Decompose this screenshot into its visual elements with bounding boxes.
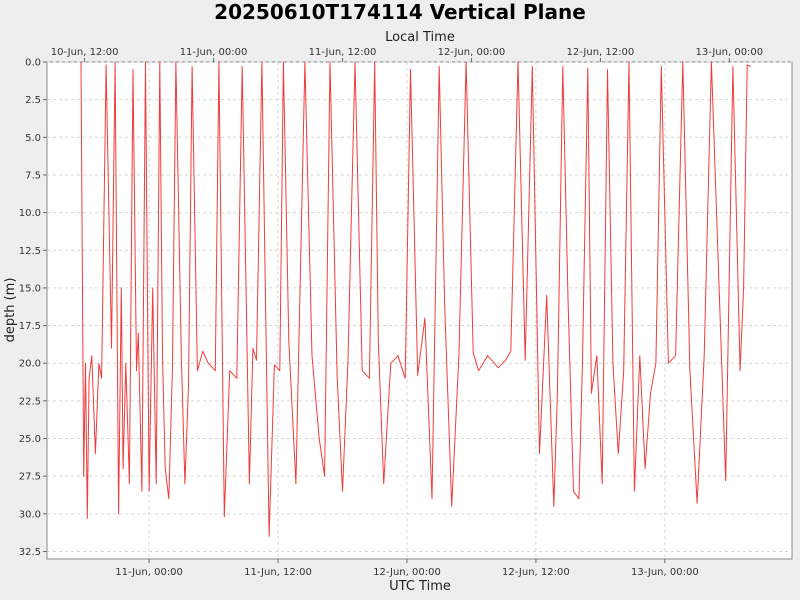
x-tick-label: 13-Jun, 00:00	[631, 567, 699, 578]
y-tick-label: 30.0	[19, 509, 41, 520]
y-tick-label: 32.5	[19, 547, 41, 558]
y-tick-label: 5.0	[25, 133, 41, 144]
top-tick-label: 13-Jun, 00:00	[695, 47, 763, 58]
x-tick-label: 12-Jun, 12:00	[502, 567, 570, 578]
top-tick-label: 11-Jun, 00:00	[180, 47, 248, 58]
chart-title: 20250610T174114 Vertical Plane	[214, 0, 586, 24]
y-tick-label: 25.0	[19, 434, 41, 445]
y-axis-label: depth (m)	[3, 278, 18, 343]
y-tick-label: 0.0	[25, 58, 41, 69]
x-axis-label: UTC Time	[389, 579, 451, 594]
y-tick-label: 20.0	[19, 359, 41, 370]
top-axis-label: Local Time	[385, 30, 455, 45]
top-tick-label: 11-Jun, 12:00	[309, 47, 377, 58]
y-tick-label: 27.5	[19, 472, 41, 483]
y-tick-label: 12.5	[19, 246, 41, 257]
y-tick-label: 17.5	[19, 321, 41, 332]
top-tick-label: 12-Jun, 12:00	[567, 47, 635, 58]
depth-series-line	[80, 61, 751, 537]
y-tick-label: 22.5	[19, 396, 41, 407]
axis-ticks: 0.0 2.5 5.0 7.5 10.0 12.5 15.0 17.5 20.0 22.5 25.0…	[19, 47, 763, 578]
y-tick-label: 2.5	[25, 95, 41, 106]
top-tick-label: 10-Jun, 12:00	[51, 47, 119, 58]
y-tick-label: 15.0	[19, 283, 41, 294]
y-tick-label: 10.0	[19, 208, 41, 219]
x-tick-label: 11-Jun, 12:00	[244, 567, 312, 578]
x-tick-label: 11-Jun, 00:00	[115, 567, 183, 578]
y-tick-label: 7.5	[25, 170, 41, 181]
x-tick-label: 12-Jun, 00:00	[373, 567, 441, 578]
top-tick-label: 12-Jun, 00:00	[438, 47, 506, 58]
